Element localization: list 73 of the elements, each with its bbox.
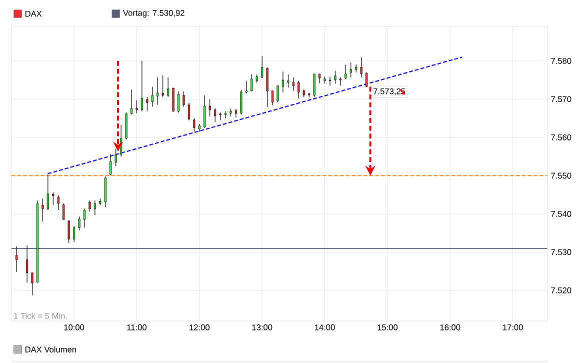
candlestick [250,74,253,92]
candlestick [177,91,180,113]
y-tick-label: 7.540 [551,210,572,217]
x-tick-label: 11:00 [127,324,146,330]
candlestick [167,76,170,98]
candlestick [193,118,196,132]
candlestick [261,56,264,78]
candlestick [73,226,76,242]
x-tick-label: 13:00 [252,324,272,330]
candlestick [42,198,44,222]
candlestick [83,208,86,228]
candlestick [26,244,28,283]
candlestick [140,60,143,112]
candlestick [31,272,34,296]
candlestick [94,200,96,216]
candlestick [151,86,154,108]
candlestick [188,102,190,120]
x-tick-label: 17:00 [503,324,523,330]
candlestick [130,89,133,115]
text: DAX Volumen [25,346,76,352]
candlestick [52,192,54,206]
candlestick [287,74,290,88]
candlestick [334,70,336,84]
candlestick [214,108,216,122]
candlestick [276,85,279,102]
candlestick [146,96,148,112]
candlestick [57,195,60,210]
y-tick-label: 7.580 [551,58,572,64]
candlestick [114,148,117,166]
candlestick [282,71,284,92]
x-tick-label: 15:00 [378,324,398,330]
y-tick-label: 7.570 [551,96,572,102]
candlestick [271,90,274,106]
legend-label: Vortag: 7.530,92 [122,10,184,18]
y-tick-label: 7.550 [551,172,572,178]
candlestick [110,154,112,176]
candlestick [328,76,332,86]
candlestick [234,108,238,118]
candlestick [156,76,159,106]
candlestick [366,72,368,87]
candlestick [62,203,65,220]
candlestick [360,56,362,78]
y-tick-label: 7.560 [551,134,572,140]
x-tick-label: 10:00 [64,324,84,330]
candlestick [318,74,321,84]
candlestick [339,76,342,86]
candlestick [292,76,294,91]
candlestick [245,80,248,94]
candlestick [350,62,352,78]
candlestick [172,88,174,112]
x-tick-label: 12:00 [190,324,210,330]
candlestick [313,74,316,98]
candlestick [162,75,164,98]
annotation: 1 Tick = 5 Min. [14,312,67,319]
candlestick [298,80,300,99]
x-tick-label: 16:00 [440,324,460,330]
x-tick-label: 14:00 [314,324,335,330]
candlestick [88,200,91,212]
candlestick [224,111,227,118]
candlestick [208,98,211,117]
candlestick [136,100,138,114]
y-tick-label: 7.530 [551,249,572,255]
candlestick [68,220,70,244]
candlestick [182,91,185,108]
candlestick [240,89,242,115]
candlestick [46,174,49,210]
y-tick-label: 7.520 [551,287,572,294]
candlestick [204,94,206,128]
candlestick [78,216,80,231]
candlestick [16,246,18,272]
candlestick [344,64,347,80]
legend-label: DAX [25,10,42,17]
candlestick [266,67,268,108]
